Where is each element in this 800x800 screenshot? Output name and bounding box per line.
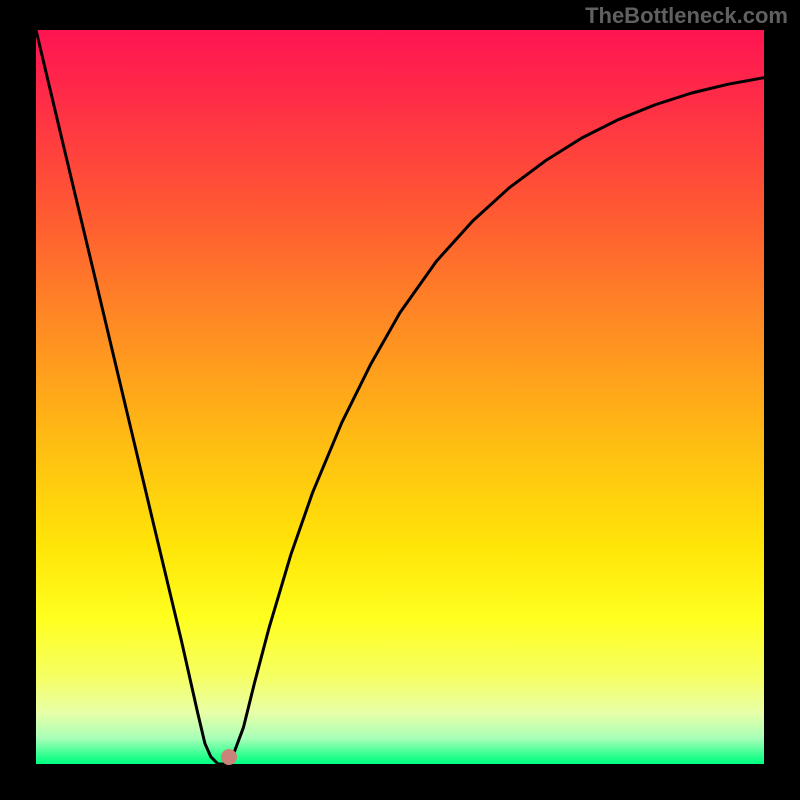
curve-svg (0, 0, 800, 800)
chart-container: TheBottleneck.com (0, 0, 800, 800)
minimum-marker (221, 749, 237, 765)
curve-path (36, 30, 764, 764)
watermark-text: TheBottleneck.com (585, 3, 788, 29)
